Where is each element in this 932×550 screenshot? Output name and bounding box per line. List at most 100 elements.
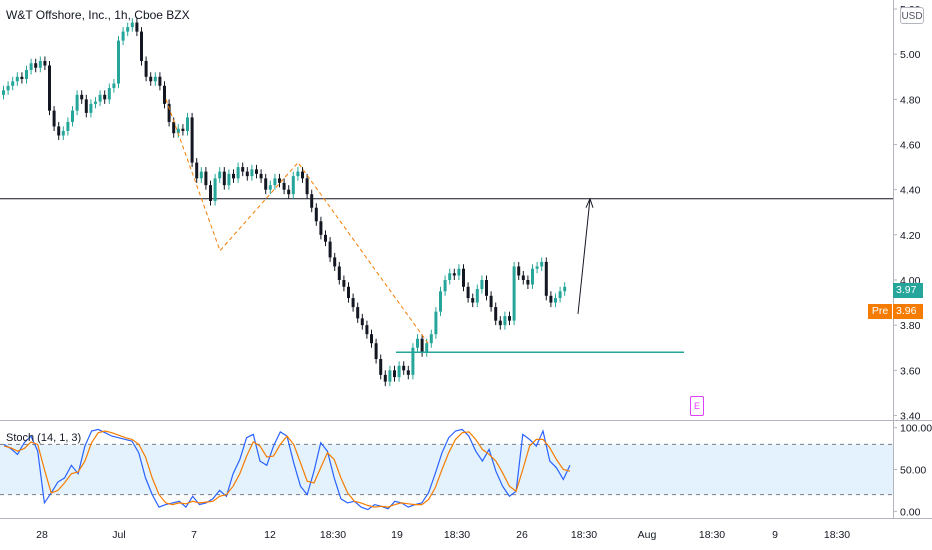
time-tick-label: 28 [36,529,48,541]
candle [388,365,392,387]
price-axis[interactable]: 3.403.603.804.004.204.404.604.805.005.20… [893,4,932,518]
time-tick-label: 19 [391,529,403,541]
candle [443,275,447,296]
candle-body [402,365,406,371]
currency-badge[interactable]: USD [900,7,924,24]
candle-body [544,261,548,296]
candle-body [222,171,226,186]
candle-body [264,178,268,190]
candle [531,264,534,290]
candle-body [503,316,507,326]
candle-body [149,76,153,82]
candle-body [213,178,217,201]
candle-body [535,266,539,269]
candle-body [158,76,162,86]
candle-body [310,194,314,208]
candle-body [379,359,383,375]
candle [563,282,567,296]
candle-body [43,60,47,66]
time-axis[interactable]: 28 Jul 7 12 18:30 19 18:30 26 18:30 Aug 18:30 9 18:3… [36,529,850,541]
candle [347,282,350,303]
candle [15,72,19,86]
candle [508,311,511,326]
candle [222,167,226,190]
candle-body [130,22,134,28]
candle [6,81,10,95]
candle [89,99,93,118]
candle [319,216,323,240]
candle [416,334,419,353]
candle [328,237,332,262]
stochastic-band [0,444,893,495]
candle [466,282,470,303]
stochastic-pane[interactable] [0,428,893,511]
candle [462,264,465,292]
stoch-tick-label: 0.00 [900,506,921,518]
candle-body [360,318,364,326]
candle [554,293,557,308]
time-tick-label: 7 [191,529,197,541]
candle [176,124,180,138]
candle [153,72,157,86]
candle-body [480,280,484,290]
candle [167,99,171,127]
candle [434,307,438,339]
candle [264,173,268,195]
candle [126,22,130,37]
premarket-label: Pre [868,304,892,319]
candle [535,261,539,274]
candle-body [494,307,498,321]
price-tick-label: 3.80 [900,320,921,332]
price-tick-label: 3.40 [900,410,921,422]
candle [255,164,258,179]
candle-body [540,261,544,267]
candle [158,72,162,91]
stoch-tick-label: 100.00 [900,423,932,435]
candle [98,90,102,107]
candle [107,83,111,104]
candle-body [351,298,355,308]
candle [38,56,42,73]
candle-body [259,173,263,179]
candle-body [190,117,194,163]
candle-body [347,286,350,299]
candle-body [508,316,511,321]
candle-body [153,76,157,82]
price-pane[interactable] [0,0,932,519]
candle [71,106,74,127]
candle [379,354,383,380]
candle [526,275,530,290]
candle [494,302,498,326]
candle [411,343,415,380]
candle-body [448,273,452,280]
candle-body [204,171,208,186]
candle-body [296,171,300,177]
candle-body [2,90,5,95]
candle-body [489,295,493,308]
candle [130,18,134,32]
candle [402,361,406,375]
candle [374,338,378,364]
candle-body [287,189,291,195]
projection-arrow-head [585,197,594,208]
candle-body [273,178,277,186]
candle [448,268,452,285]
candle-body [558,291,562,299]
price-tick-label: 4.40 [900,185,921,197]
candle-body [337,266,341,280]
candle-body [291,176,295,195]
candle [268,180,272,195]
candle-body [199,171,203,179]
candle [57,121,61,140]
candle-body [15,76,19,82]
earnings-event-marker[interactable]: E [690,396,704,416]
candle-body [48,65,51,111]
candle [540,257,544,271]
candle [250,164,254,181]
candle [383,370,387,387]
candle-body [333,257,337,267]
candle [52,106,56,131]
candle [406,365,410,380]
stochastic-label[interactable]: Stoch (14, 1, 3) [6,432,82,444]
